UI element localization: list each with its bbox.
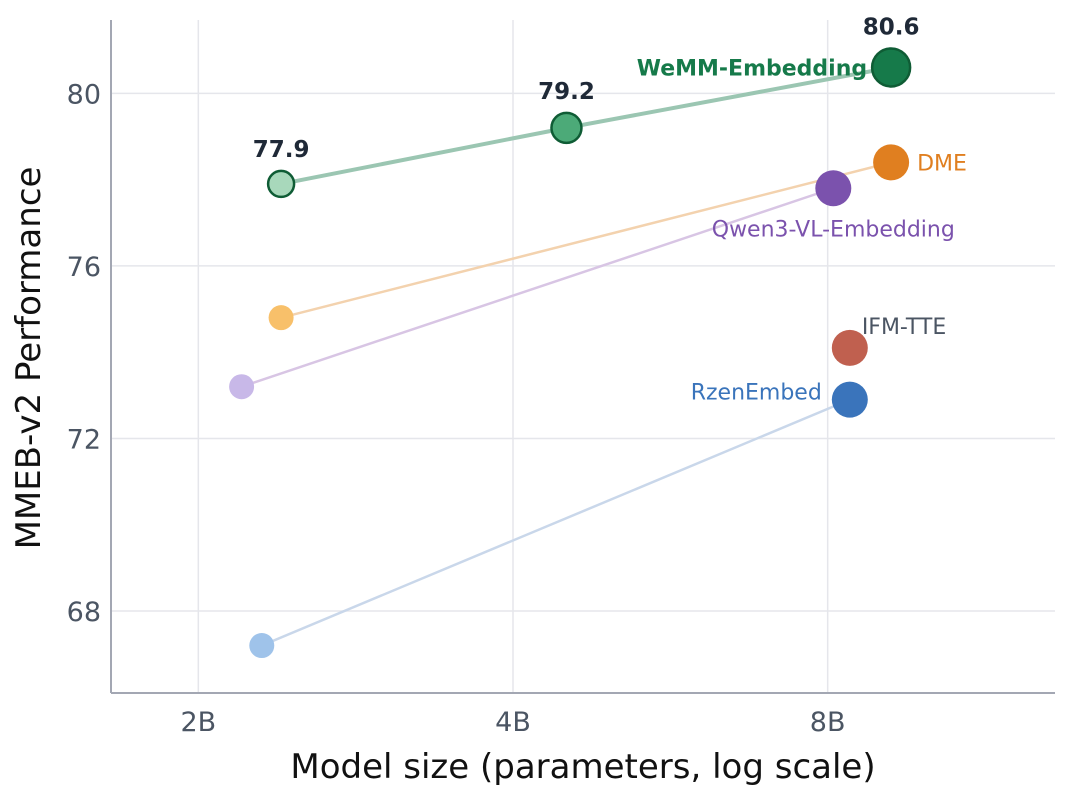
x-tick-label: 4B <box>495 707 531 738</box>
grid <box>111 20 1055 693</box>
series-points <box>229 47 912 659</box>
qwen3-vl-embedding-line <box>240 187 835 388</box>
y-axis-title: MMEB-v2 Performance <box>9 167 49 550</box>
wemm-embedding-label: WeMM-Embedding <box>637 56 867 81</box>
axes: 2B 4B 8B 68 72 76 80 <box>67 20 1055 738</box>
qwen3-vl-embedding-point <box>815 170 852 207</box>
rzenembed-point <box>831 381 868 418</box>
wemm-embedding-value-label: 77.9 <box>253 137 310 163</box>
wemm-embedding-point <box>870 47 912 88</box>
dme-point <box>268 305 294 331</box>
wemm-embedding-value-label: 79.2 <box>538 79 595 105</box>
dme-line <box>279 161 893 319</box>
chart-labels: 77.9 79.2 80.6 WeMM-Embedding DME Qwen3-VL-Em… <box>253 14 967 405</box>
rzenembed-line <box>260 398 852 647</box>
ifm-tte-label: IFM-TTE <box>862 315 946 340</box>
dme-point <box>873 144 910 181</box>
rzenembed-point <box>249 633 275 659</box>
qwen3-vl-embedding-label: Qwen3-VL-Embedding <box>712 217 955 242</box>
x-axis-title: Model size (parameters, log scale) <box>290 747 875 787</box>
y-tick-label: 68 <box>67 597 101 628</box>
x-tick-label: 8B <box>810 707 846 738</box>
dme-label: DME <box>917 151 967 176</box>
y-tick-label: 72 <box>67 424 101 455</box>
y-tick-label: 80 <box>67 79 101 110</box>
wemm-embedding-point <box>266 169 296 199</box>
y-tick-label: 76 <box>67 252 101 283</box>
wemm-embedding-point <box>550 111 583 145</box>
rzenembed-label: RzenEmbed <box>691 381 822 406</box>
series-lines <box>240 65 894 647</box>
wemm-embedding-value-label: 80.6 <box>863 14 920 40</box>
ifm-tte-point <box>831 329 868 366</box>
x-tick-label: 2B <box>180 707 216 738</box>
qwen3-vl-embedding-point <box>229 374 255 400</box>
